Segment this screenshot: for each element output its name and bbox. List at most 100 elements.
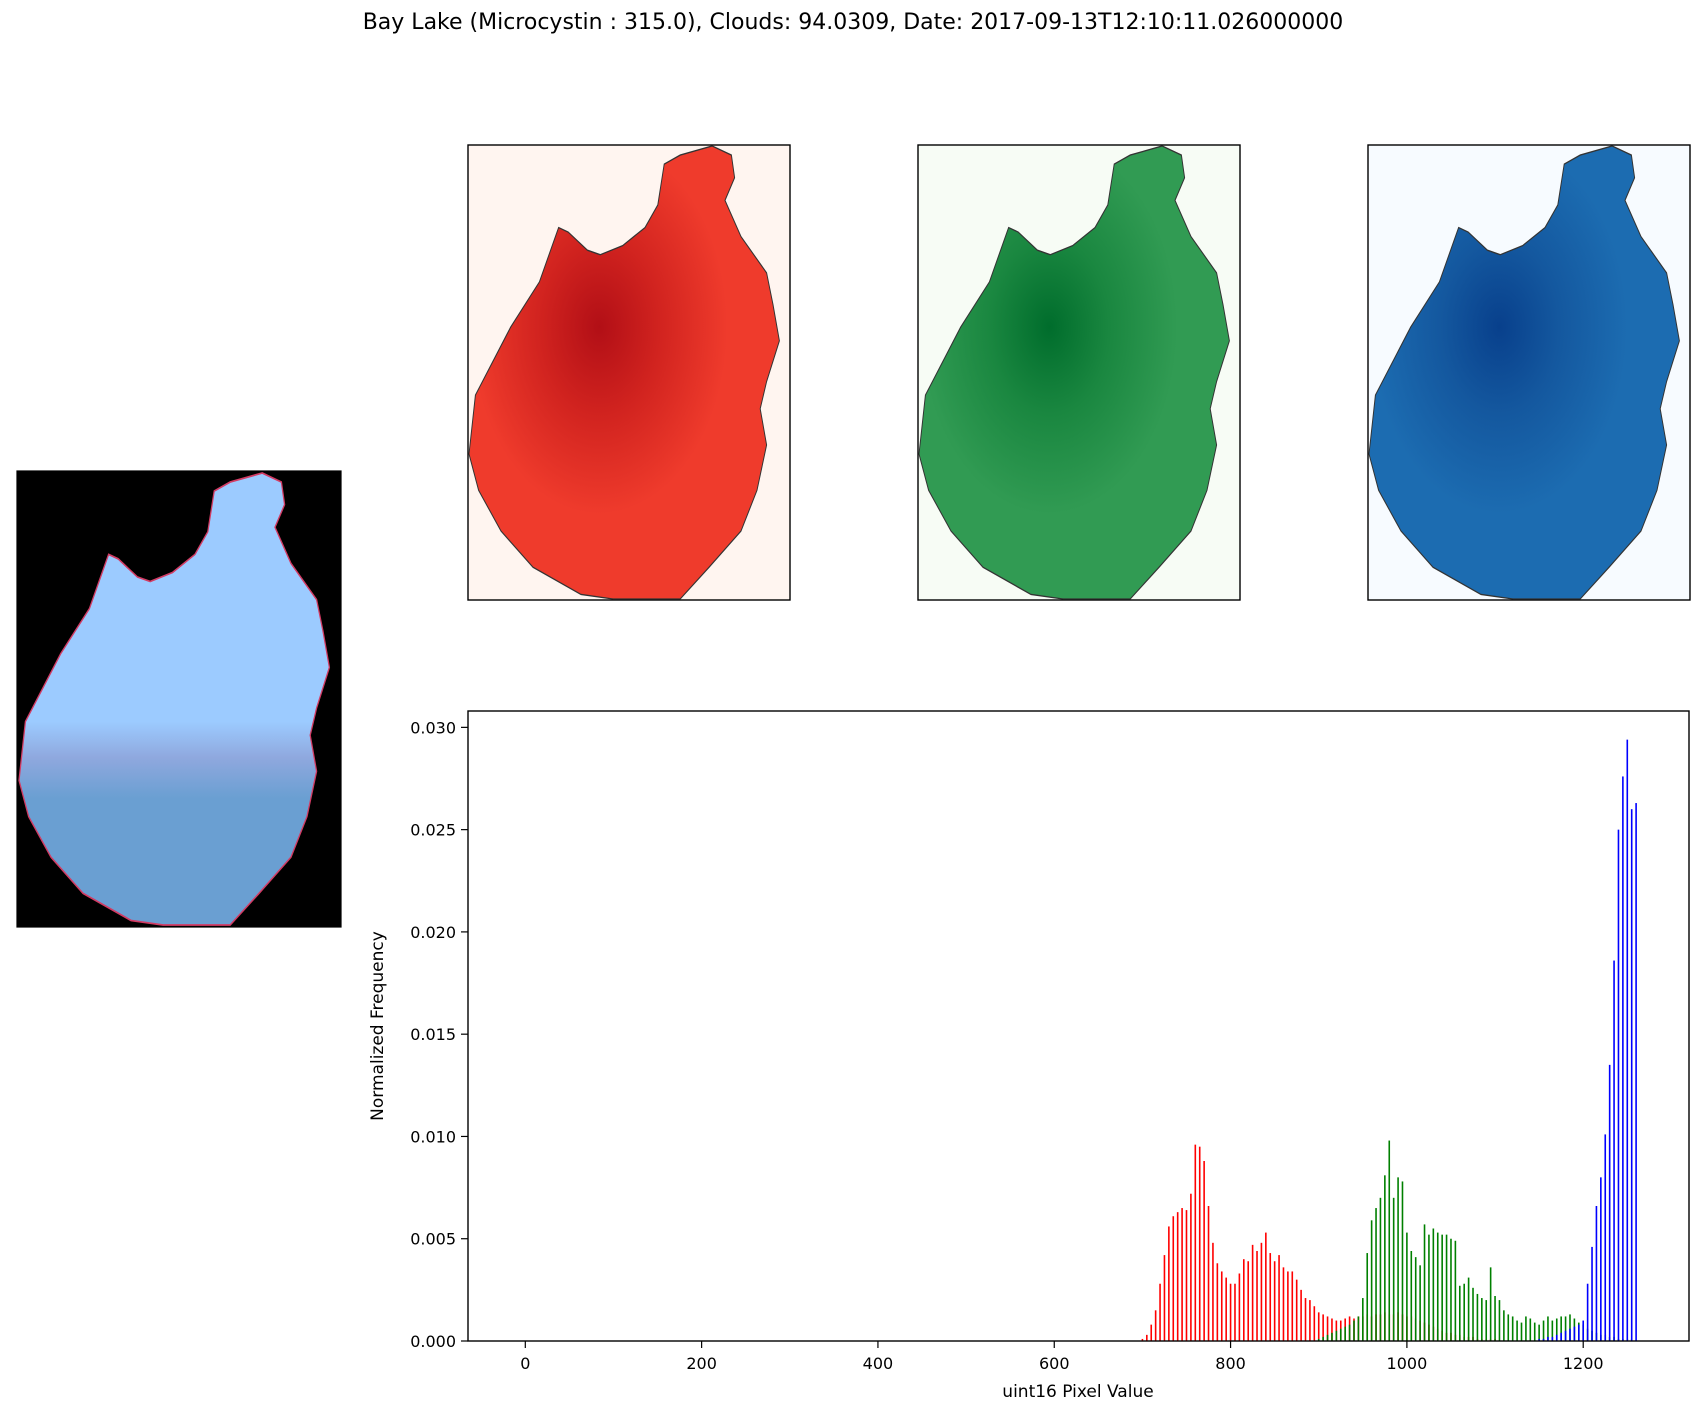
- red-band-panel: [468, 145, 790, 600]
- y-axis-label: Normalized Frequency: [368, 931, 388, 1121]
- y-tick-label: 0.030: [410, 718, 456, 737]
- bar-series-1: [1551, 1320, 1554, 1341]
- bar-series-0: [1265, 1232, 1267, 1341]
- bar-series-0: [1304, 1298, 1307, 1341]
- bar-series-2: [1582, 1320, 1585, 1341]
- bar-series-2: [1608, 1064, 1611, 1341]
- bar-series-0: [1181, 1208, 1183, 1341]
- x-axis-ticks: 0 200 400 600 800 1000 1200: [520, 1341, 1604, 1373]
- bar-series-0: [1291, 1271, 1294, 1341]
- bar-series-0: [1212, 1242, 1214, 1341]
- bar-series-0: [1238, 1273, 1241, 1341]
- bar-series-0: [1207, 1206, 1210, 1341]
- bar-series-1: [1507, 1314, 1510, 1341]
- bar-series-1: [1384, 1175, 1386, 1341]
- bar-series-0: [1260, 1242, 1263, 1341]
- plot-frame: [467, 710, 1690, 1342]
- bar-series-0: [1322, 1314, 1324, 1341]
- bar-series-0: [1150, 1324, 1153, 1341]
- bar-series-1: [1436, 1232, 1439, 1341]
- bar-series-1: [1392, 1197, 1395, 1341]
- y-axis-ticks: 0.000 0.005 0.010 0.015 0.020 0.025 0.030: [410, 718, 468, 1351]
- bar-series-1: [1335, 1330, 1338, 1341]
- bar-series-1: [1428, 1234, 1430, 1341]
- bar-series-1: [1362, 1298, 1364, 1341]
- bar-series-2: [1569, 1328, 1571, 1341]
- bar-series-0: [1243, 1259, 1245, 1341]
- bar-series-0: [1198, 1146, 1201, 1341]
- bar-series-1: [1560, 1316, 1562, 1341]
- bar-series-1: [1463, 1283, 1465, 1341]
- bar-series-0: [1295, 1279, 1298, 1341]
- bar-series-2: [1600, 1177, 1602, 1341]
- bar-series-1: [1458, 1285, 1461, 1341]
- bar-series-2: [1547, 1336, 1549, 1341]
- bar-series-0: [1154, 1310, 1157, 1341]
- y-tick-label: 0.000: [410, 1332, 456, 1351]
- bar-series-1: [1375, 1208, 1377, 1341]
- bar-series-2: [1542, 1338, 1545, 1341]
- bar-series-1: [1366, 1253, 1369, 1341]
- rgb-composite-panel: [17, 471, 341, 927]
- bar-series-1: [1317, 1338, 1320, 1341]
- bar-series-0: [1282, 1267, 1285, 1341]
- bar-series-0: [1234, 1283, 1236, 1341]
- bar-series-0: [1269, 1253, 1272, 1341]
- bar-series-0: [1146, 1334, 1148, 1341]
- bar-series-0: [1190, 1193, 1192, 1341]
- bar-series-1: [1414, 1257, 1417, 1341]
- figure-title: Bay Lake (Microcystin : 315.0), Clouds: …: [362, 10, 1344, 35]
- y-tick-label: 0.020: [410, 923, 456, 942]
- bar-series-1: [1516, 1320, 1518, 1341]
- bar-series-1: [1533, 1322, 1536, 1341]
- bar-series-1: [1326, 1334, 1329, 1341]
- bar-series-0: [1176, 1212, 1179, 1341]
- bar-series-1: [1485, 1300, 1488, 1341]
- bar-series-0: [1229, 1283, 1232, 1341]
- bar-series-1: [1569, 1314, 1571, 1341]
- bar-series-0: [1273, 1261, 1276, 1341]
- bar-series-2: [1630, 809, 1633, 1341]
- x-tick-label: 0: [520, 1354, 530, 1373]
- bar-series-0: [1300, 1289, 1302, 1341]
- bar-series-0: [1159, 1283, 1161, 1341]
- y-tick-label: 0.025: [410, 821, 456, 840]
- bar-series-0: [1251, 1244, 1254, 1341]
- bar-series-1: [1511, 1316, 1514, 1341]
- y-tick-label: 0.015: [410, 1025, 456, 1044]
- green-band-panel: [918, 145, 1240, 600]
- y-tick-label: 0.005: [410, 1230, 456, 1249]
- bar-series-0: [1331, 1318, 1333, 1341]
- bar-series-0: [1309, 1300, 1311, 1341]
- bar-series-0: [1313, 1306, 1316, 1341]
- bar-series-2: [1551, 1336, 1554, 1341]
- bar-series-0: [1278, 1255, 1280, 1341]
- bar-series-1: [1353, 1320, 1355, 1341]
- bar-series-2: [1578, 1324, 1580, 1341]
- bar-series-2: [1617, 829, 1620, 1341]
- x-axis-label: uint16 Pixel Value: [1002, 1382, 1153, 1402]
- bar-series-2: [1555, 1334, 1558, 1341]
- y-tick-label: 0.010: [410, 1127, 456, 1146]
- bar-series-1: [1379, 1197, 1382, 1341]
- bar-series-1: [1331, 1332, 1333, 1341]
- bar-series-1: [1370, 1220, 1373, 1341]
- bar-series-1: [1388, 1140, 1391, 1341]
- bar-series-1: [1494, 1296, 1496, 1341]
- bar-series-1: [1441, 1234, 1443, 1341]
- bar-series-1: [1357, 1316, 1360, 1341]
- bar-series-1: [1538, 1324, 1540, 1341]
- x-tick-label: 200: [686, 1354, 717, 1373]
- bar-series-1: [1339, 1328, 1342, 1341]
- x-tick-label: 800: [1215, 1354, 1246, 1373]
- bar-series-2: [1604, 1134, 1607, 1341]
- bar-series-0: [1317, 1312, 1320, 1341]
- bar-series-2: [1595, 1206, 1598, 1341]
- histogram-chart: 0 200 400 600 800 1000 1200 0.0000.0050.0100.0…: [368, 710, 1690, 1402]
- blue-band-panel: [1368, 145, 1690, 600]
- bar-series-1: [1498, 1300, 1501, 1341]
- bar-series-2: [1622, 776, 1624, 1341]
- bar-series-0: [1163, 1255, 1166, 1341]
- bar-series-2: [1626, 739, 1629, 1341]
